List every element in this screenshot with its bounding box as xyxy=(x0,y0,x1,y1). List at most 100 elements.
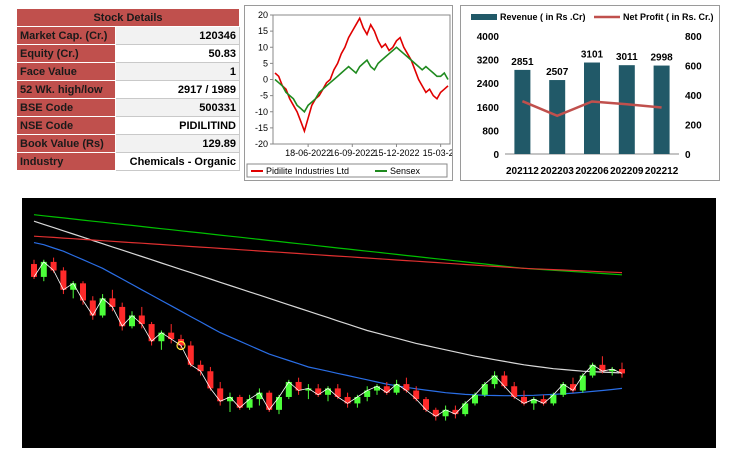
y-tick-label: 800 xyxy=(482,126,499,137)
nse-code-label: NSE Code xyxy=(16,116,116,135)
revenue-data-label: 3011 xyxy=(616,52,638,63)
candle-body xyxy=(168,332,175,340)
stock-details-title: Stock Details xyxy=(16,8,240,27)
candle-body xyxy=(354,396,361,404)
x-tick-label: 202112 xyxy=(506,166,539,177)
candle-body xyxy=(540,399,547,404)
x-tick-label: 202212 xyxy=(645,166,679,177)
y-tick-label: 20 xyxy=(258,10,268,20)
y2-tick-label: 800 xyxy=(685,32,702,43)
candle-body xyxy=(285,381,292,397)
net-profit-line xyxy=(521,100,662,118)
candles xyxy=(31,257,625,421)
candle-body xyxy=(148,324,155,342)
revenue-bar xyxy=(514,69,531,154)
face-value-value: 1 xyxy=(115,62,240,81)
candle-body xyxy=(550,394,557,404)
candle-body xyxy=(31,264,37,277)
revenue-data-label: 2851 xyxy=(511,57,534,68)
revenue-data-label: 3101 xyxy=(581,50,604,61)
candle-body xyxy=(197,364,204,372)
candle-body xyxy=(383,386,390,393)
stock-details-table: Stock Details Market Cap. (Cr.) 120346 Eq… xyxy=(16,8,240,171)
candle-body xyxy=(138,315,145,325)
market-cap-label: Market Cap. (Cr.) xyxy=(16,26,116,45)
plot-frame xyxy=(272,14,451,145)
revenue-legend: Revenue ( in Rs .Cr) Net Profit ( in Rs. … xyxy=(471,12,714,22)
equity-label: Equity (Cr.) xyxy=(16,44,116,63)
candle-body xyxy=(325,388,331,395)
series-line-pidilite xyxy=(274,16,449,134)
revenue-chart: Revenue ( in Rs .Cr) Net Profit ( in Rs. … xyxy=(471,12,714,177)
y2-tick-label: 0 xyxy=(685,150,691,161)
candle-body xyxy=(246,399,253,408)
legend-label-pidilite: Pidilite Industries Ltd xyxy=(266,166,349,176)
candle-body xyxy=(70,283,77,290)
y-tick-label: 1600 xyxy=(477,103,500,114)
candle-body xyxy=(619,369,625,374)
candle-body xyxy=(129,315,135,327)
candle-body xyxy=(344,396,351,404)
candle-body xyxy=(462,403,469,415)
industry-label: Industry xyxy=(16,152,116,171)
y2-tick-label: 600 xyxy=(685,62,702,73)
x-tick-label: 18-06-2022 xyxy=(285,148,331,158)
performance-chart-panel: 20 15 10 5 0 -5 -10 -15 -20 18-06-2022 16-09-2022 1… xyxy=(244,5,459,181)
ma-red-line xyxy=(33,235,623,274)
y2-tick-label: 200 xyxy=(685,121,702,132)
industry-value: Chemicals - Organic xyxy=(115,152,240,171)
y-tick-label: -10 xyxy=(255,107,268,117)
candle-body xyxy=(256,392,263,400)
candle-body xyxy=(50,261,57,271)
ma-white-line xyxy=(33,220,623,374)
legend-swatch-revenue xyxy=(471,14,497,20)
candle-body xyxy=(364,390,371,397)
revenue-bar xyxy=(584,62,600,154)
candle-body xyxy=(501,375,508,387)
x-tick-label: 202206 xyxy=(575,166,609,177)
revenue-data-label: 2507 xyxy=(546,67,569,78)
candle-body xyxy=(207,371,214,389)
x-tick-label: 15-03-20 xyxy=(423,148,452,158)
y-tick-label: -20 xyxy=(255,139,268,149)
net-profit-polyline xyxy=(521,100,662,118)
y-tick-label: 15 xyxy=(258,26,268,36)
candle-body xyxy=(40,261,47,277)
market-cap-value: 120346 xyxy=(115,26,240,45)
candle-body xyxy=(158,332,165,342)
candle-body xyxy=(109,298,116,307)
y-tick-label: 4000 xyxy=(477,32,500,43)
candle-body xyxy=(80,283,86,301)
equity-value: 50.83 xyxy=(115,44,240,63)
candle-body xyxy=(315,388,322,395)
close-price-line xyxy=(33,261,623,417)
candle-body xyxy=(187,345,194,365)
candle-body xyxy=(305,388,312,391)
x-tick-label: 15-12-2022 xyxy=(373,148,419,158)
candle-body xyxy=(236,396,243,408)
candle-body xyxy=(99,298,106,316)
book-value-value: 129.89 xyxy=(115,134,240,153)
candle-body xyxy=(452,409,459,415)
candle-body xyxy=(413,390,420,400)
candle-body xyxy=(432,409,439,417)
candle-body xyxy=(393,384,400,393)
candle-body xyxy=(530,399,537,404)
candlestick-chart xyxy=(31,214,625,421)
performance-chart: 20151050-5-10-15-2018-06-202216-09-20221… xyxy=(246,10,459,178)
x-tick-label: 16-09-2022 xyxy=(329,148,375,158)
candle-body xyxy=(481,384,488,395)
candle-body xyxy=(511,386,518,397)
revenue-chart-panel: Revenue ( in Rs .Cr) Net Profit ( in Rs. … xyxy=(460,5,720,181)
performance-lines xyxy=(274,16,449,134)
candle-body xyxy=(570,384,576,391)
candle-body xyxy=(521,396,527,404)
candle-body xyxy=(491,375,498,385)
y-tick-label: 5 xyxy=(263,58,268,68)
y-tick-label: 0 xyxy=(493,150,499,161)
candle-body xyxy=(178,339,184,346)
y-tick-label: -5 xyxy=(260,91,268,101)
revenue-data-label: 2998 xyxy=(650,53,673,64)
candle-body xyxy=(374,386,380,391)
